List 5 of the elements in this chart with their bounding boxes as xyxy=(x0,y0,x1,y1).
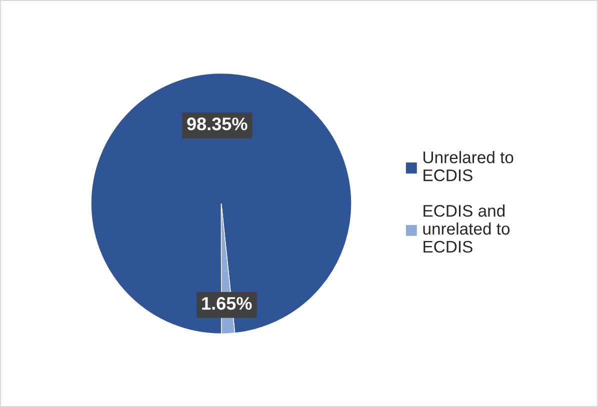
data-label: 98.35% xyxy=(187,118,248,130)
legend-label: ECDIS and unrelated to ECDIS xyxy=(423,204,510,253)
pie-slice xyxy=(90,72,352,334)
data-label: 1.65% xyxy=(202,297,252,310)
legend-label: Unrelared to ECDIS xyxy=(424,151,514,182)
